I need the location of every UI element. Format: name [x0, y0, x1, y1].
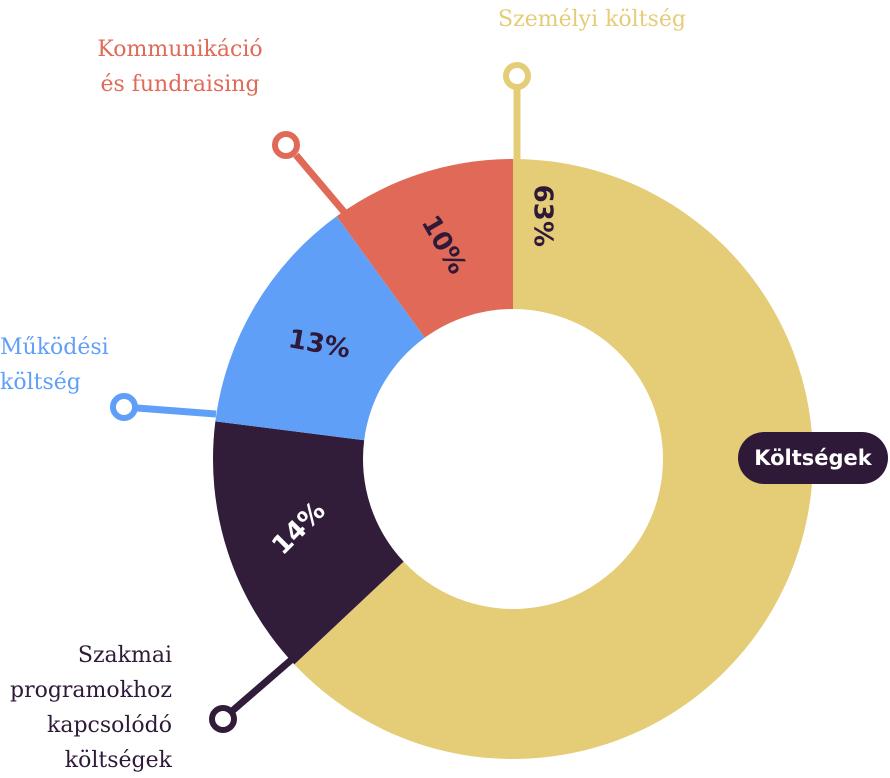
category-labels-layer: Személyi költség Szakmai programokhoz kapcs…	[0, 7, 686, 773]
donut-slice	[336, 159, 513, 338]
slice-category-label: Működési költség	[0, 335, 109, 395]
leader-marker	[209, 705, 237, 733]
leader-marker	[503, 62, 531, 90]
center-badge: Költségek	[738, 432, 888, 484]
slice-value-label: 63%	[527, 185, 557, 247]
center-badge-label: Költségek	[754, 446, 873, 470]
leader-lines-layer	[110, 62, 531, 733]
slices-layer	[213, 159, 814, 759]
slice-category-label: Személyi költség	[498, 7, 686, 32]
slice-category-label: Kommunikáció és fundraising	[97, 37, 262, 97]
slice-category-label: Szakmai programokhoz kapcsolódó költségek	[10, 643, 173, 773]
leader-line	[228, 651, 301, 715]
center-badge-bg	[738, 432, 888, 484]
leader-marker	[272, 131, 300, 159]
leader-line	[293, 152, 348, 216]
donut-slice	[294, 159, 814, 759]
donut-slice	[213, 421, 404, 665]
leader-line	[136, 404, 217, 418]
donut-slice	[215, 216, 425, 441]
leader-marker	[110, 393, 138, 421]
